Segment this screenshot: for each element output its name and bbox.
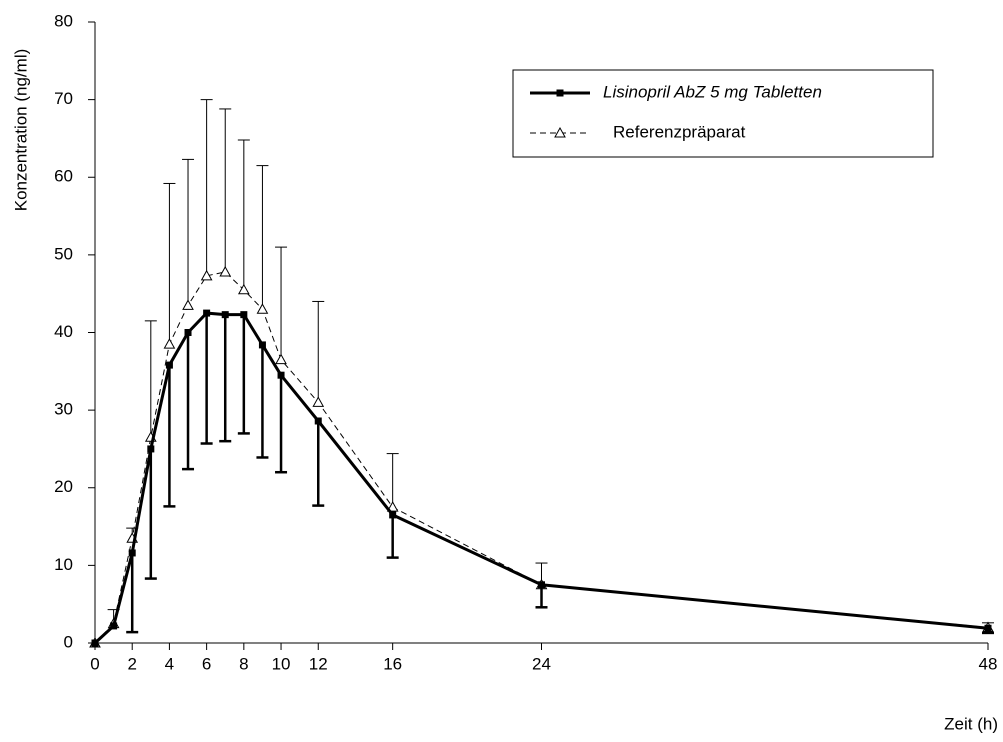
x-axis-label: Zeit (h) [944, 714, 998, 733]
legend-marker [556, 89, 564, 97]
x-tick-label: 2 [127, 654, 136, 673]
y-tick-label: 50 [54, 244, 73, 263]
data-point [182, 299, 194, 310]
data-point [184, 329, 192, 336]
x-tick-label: 10 [272, 654, 291, 673]
y-tick-label: 10 [54, 555, 73, 574]
legend-label: Referenzpräparat [613, 122, 746, 141]
x-tick-label: 6 [202, 654, 211, 673]
legend-marker [554, 126, 566, 138]
data-point [203, 309, 211, 317]
data-point [128, 549, 136, 557]
data-point [219, 265, 232, 277]
legend-label: Lisinopril AbZ 5 mg Tabletten [603, 82, 822, 101]
data-point [277, 371, 285, 379]
x-tick-label: 8 [239, 654, 248, 673]
data-point [275, 353, 287, 365]
y-tick-label: 20 [54, 477, 73, 496]
data-point [312, 396, 325, 407]
legend-box [512, 69, 934, 158]
data-point [147, 445, 155, 453]
data-point [221, 311, 229, 319]
x-tick-label: 0 [90, 654, 99, 673]
data-point [538, 581, 545, 589]
y-tick-label: 60 [54, 167, 73, 186]
y-tick-label: 70 [54, 89, 73, 108]
y-axis-label: Konzentration (ng/ml) [11, 49, 30, 212]
data-point [110, 622, 118, 630]
y-tick-label: 40 [54, 322, 73, 341]
data-point [984, 624, 992, 632]
x-tick-label: 24 [532, 654, 551, 673]
data-point [314, 417, 322, 425]
data-point [165, 361, 173, 369]
data-point [240, 311, 248, 319]
data-point [91, 639, 99, 647]
data-point [200, 269, 213, 281]
data-point [258, 341, 266, 349]
x-tick-label: 48 [979, 654, 998, 673]
y-tick-label: 0 [64, 632, 73, 651]
data-point [237, 283, 250, 295]
y-tick-label: 80 [54, 11, 73, 30]
x-tick-label: 4 [165, 654, 174, 673]
data-point [163, 338, 176, 349]
data-point [256, 303, 269, 314]
x-tick-label: 12 [309, 654, 328, 673]
data-point [386, 501, 399, 512]
y-tick-label: 30 [54, 400, 73, 419]
x-tick-label: 16 [383, 654, 402, 673]
data-point [389, 511, 397, 519]
